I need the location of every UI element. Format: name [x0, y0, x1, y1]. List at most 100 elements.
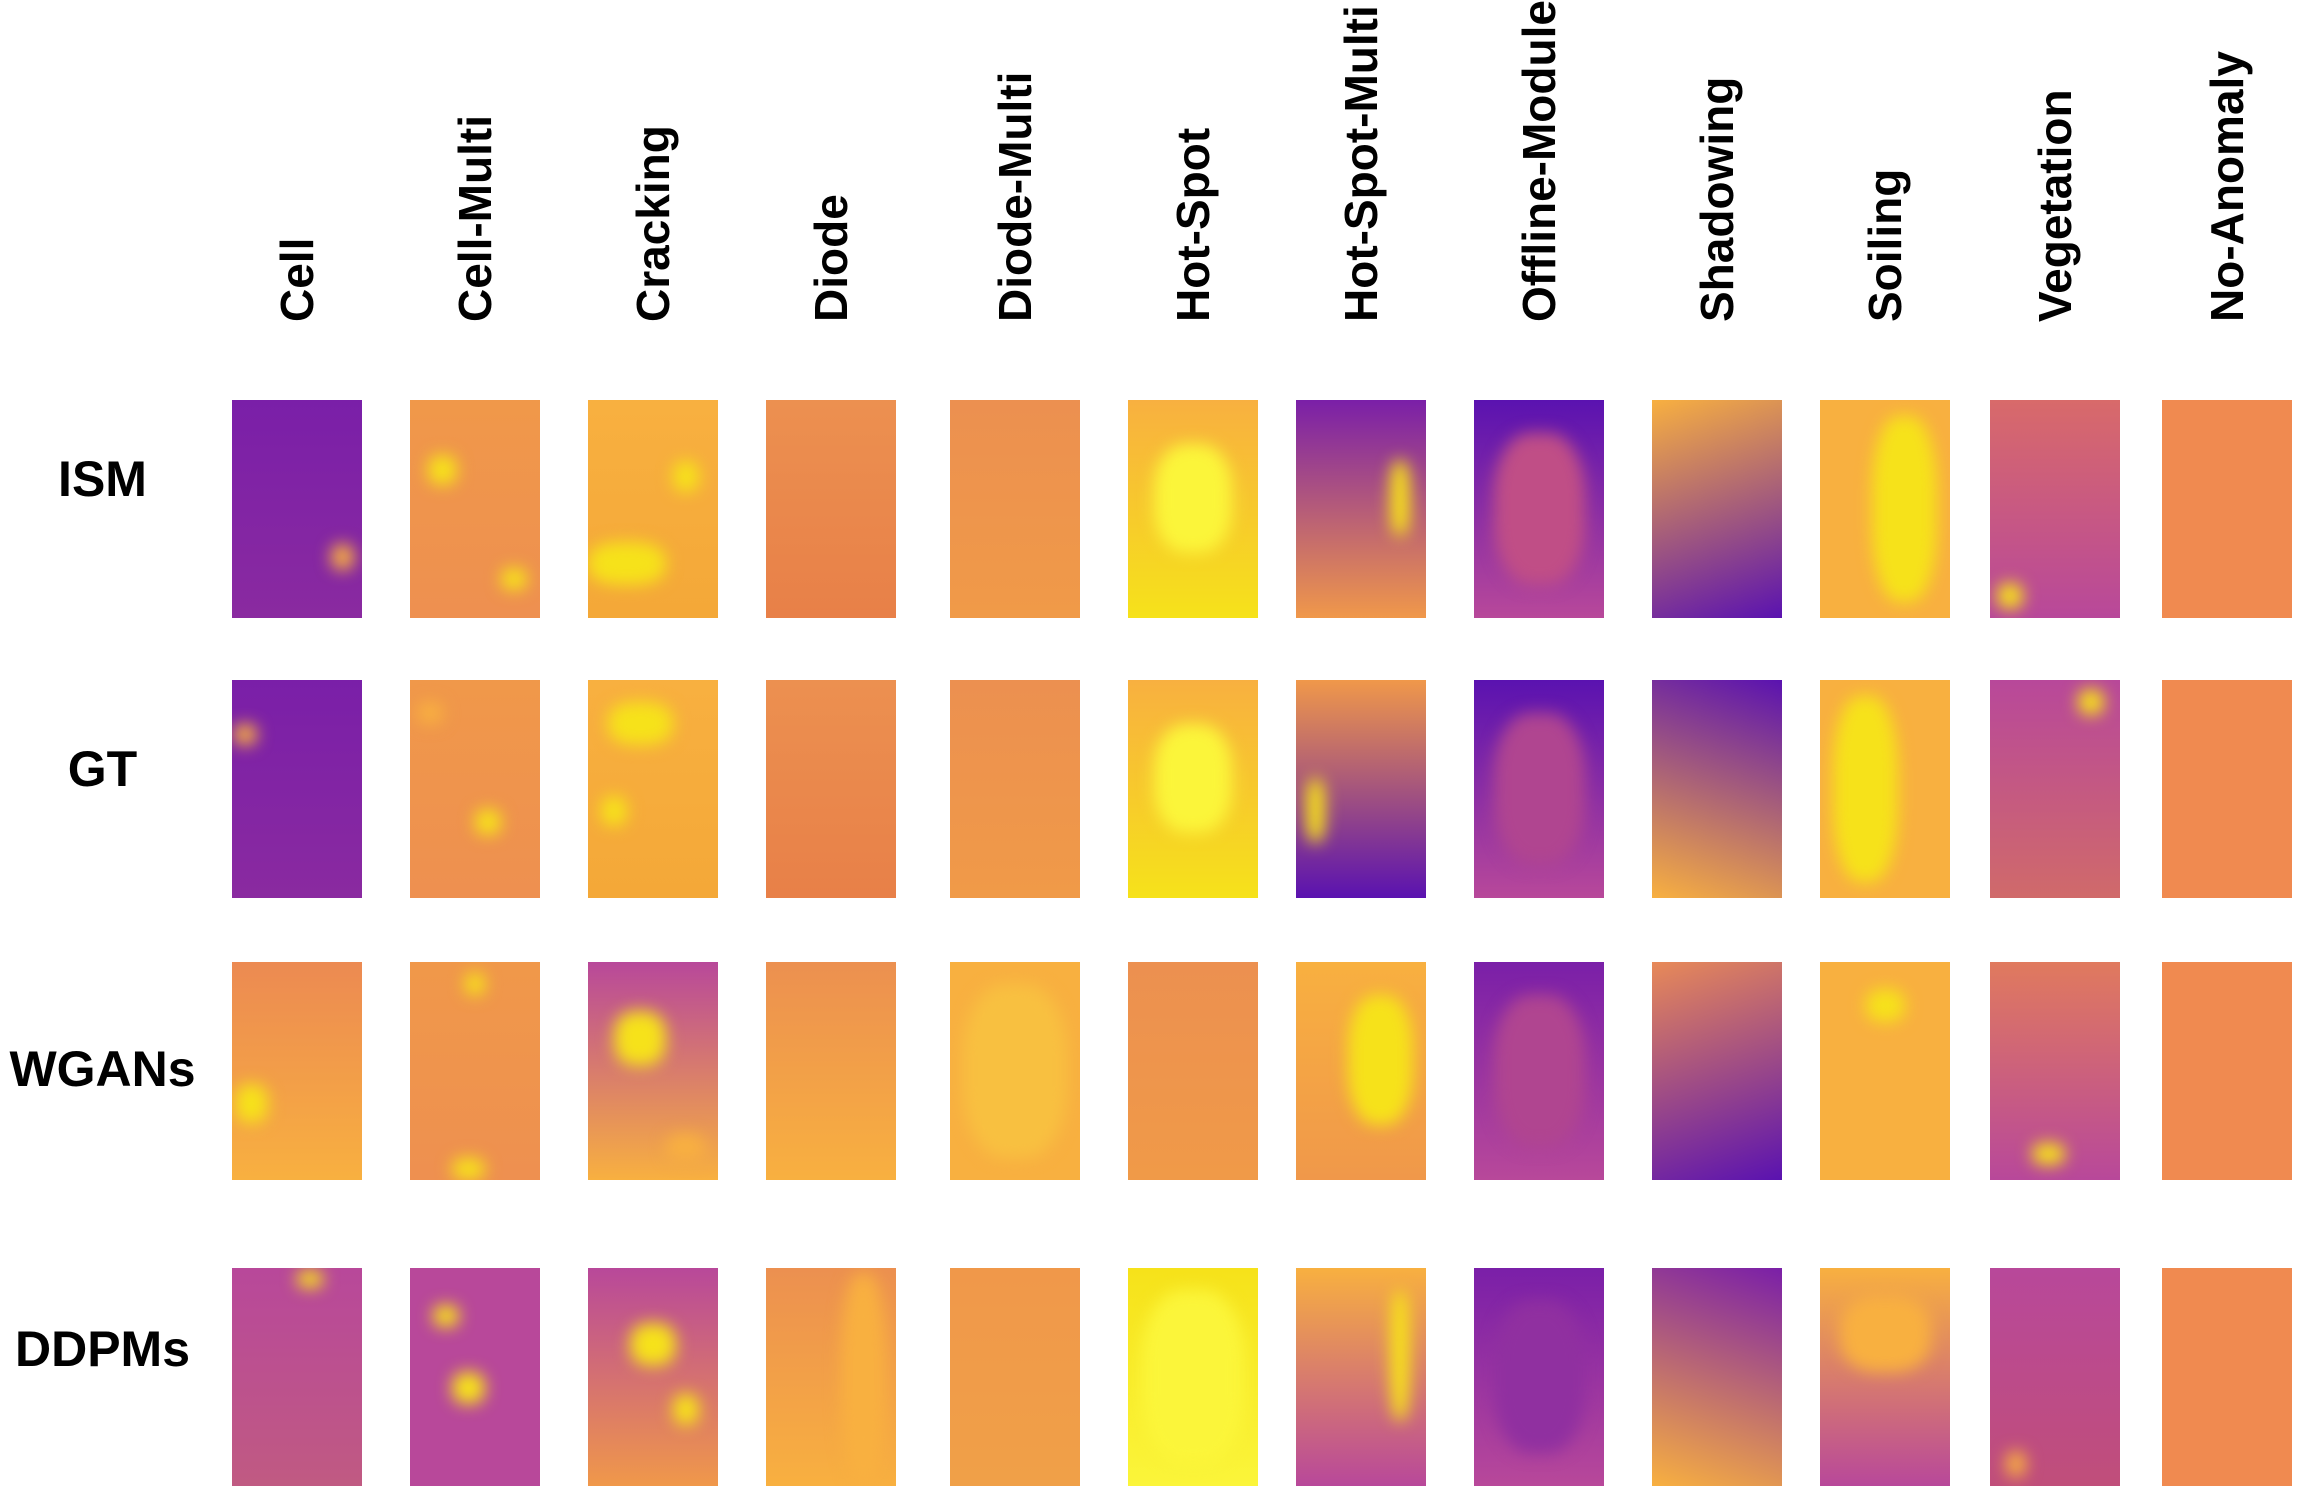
- thermal-image-gt-vegetation: [1990, 680, 2120, 898]
- column-label-vegetation: Vegetation: [2025, 0, 2085, 380]
- column-label-soiling: Soiling: [1855, 0, 1915, 380]
- column-label-hot-spot-multi: Hot-Spot-Multi: [1331, 0, 1391, 380]
- thermal-image-ism-cell-multi: [410, 400, 540, 618]
- hotspot-mark: [630, 1322, 676, 1367]
- hotspot-mark: [1305, 778, 1326, 844]
- row-label-ism: ISM: [58, 451, 147, 507]
- thermal-image-ism-hot-spot: [1128, 400, 1258, 618]
- thermal-image-wgans-no-anomaly: [2162, 962, 2292, 1180]
- hotspot-mark: [452, 1158, 485, 1180]
- hotspot-mark: [1154, 723, 1232, 833]
- thermal-image-wgans-diode: [766, 962, 896, 1180]
- thermal-image-ism-shadowing: [1652, 400, 1782, 618]
- hotspot-mark: [1390, 459, 1410, 537]
- hotspot-mark: [1865, 989, 1905, 1022]
- hotspot-mark: [465, 972, 485, 995]
- thermal-image-ddpms-hot-spot-multi: [1296, 1268, 1426, 1486]
- hotspot-mark: [330, 543, 355, 571]
- hotspot-mark: [1493, 994, 1585, 1148]
- thermal-image-gt-offline-module: [1474, 680, 1604, 898]
- thermal-image-ddpms-cell-multi: [410, 1268, 540, 1486]
- hotspot-mark: [601, 795, 627, 827]
- hotspot-mark: [452, 1371, 485, 1405]
- column-label-cracking: Cracking: [623, 0, 683, 380]
- row-label-wgans: WGANs: [9, 1041, 196, 1097]
- hotspot-mark: [1348, 994, 1413, 1126]
- thermal-image-ddpms-hot-spot: [1128, 1268, 1258, 1486]
- thermal-image-ddpms-diode-multi: [950, 1268, 1080, 1486]
- column-label-diode-multi: Diode-Multi: [985, 0, 1045, 380]
- thermal-image-wgans-hot-spot-multi: [1296, 962, 1426, 1180]
- thermal-image-wgans-soiling: [1820, 962, 1950, 1180]
- hotspot-mark: [1141, 1289, 1245, 1465]
- thermal-image-ism-soiling: [1820, 400, 1950, 618]
- thermal-image-wgans-shadowing: [1652, 962, 1782, 1180]
- thermal-image-ism-no-anomaly: [2162, 400, 2292, 618]
- hotspot-mark: [666, 1134, 705, 1161]
- hotspot-mark: [607, 701, 673, 746]
- thermal-image-gt-hot-spot: [1128, 680, 1258, 898]
- column-label-text: Cell-Multi: [449, 115, 501, 322]
- hotspot-mark: [1154, 443, 1232, 553]
- hotspot-mark: [416, 701, 443, 724]
- hotspot-mark: [235, 1084, 268, 1124]
- thermal-image-gt-diode: [766, 680, 896, 898]
- thermal-image-gt-diode-multi: [950, 680, 1080, 898]
- thermal-image-wgans-cell: [232, 962, 362, 1180]
- column-label-text: Hot-Spot: [1167, 127, 1219, 322]
- thermal-image-ism-diode-multi: [950, 400, 1080, 618]
- thermal-image-wgans-cell-multi: [410, 962, 540, 1180]
- hotspot-mark: [1493, 712, 1585, 866]
- column-label-text: No-Anomaly: [2201, 51, 2253, 322]
- thermal-image-gt-hot-spot-multi: [1296, 680, 1426, 898]
- row-label-gt: GT: [67, 741, 138, 797]
- hotspot-mark: [840, 1273, 887, 1481]
- hotspot-mark: [433, 1305, 460, 1327]
- column-label-text: Shadowing: [1691, 76, 1743, 322]
- hotspot-mark: [2078, 688, 2105, 715]
- thermal-image-wgans-hot-spot: [1128, 962, 1258, 1180]
- column-label-hot-spot: Hot-Spot: [1163, 0, 1223, 380]
- thermal-image-ism-cell: [232, 400, 362, 618]
- hotspot-mark: [297, 1270, 323, 1288]
- hotspot-mark: [2032, 1142, 2065, 1165]
- hotspot-mark: [233, 723, 257, 746]
- column-label-text: Cell: [271, 237, 323, 322]
- thermal-image-wgans-offline-module: [1474, 962, 1604, 1180]
- hotspot-mark: [1839, 1295, 1931, 1372]
- column-label-text: Vegetation: [2029, 89, 2081, 322]
- hotspot-mark: [2006, 1451, 2026, 1478]
- column-label-text: Diode-Multi: [989, 71, 1041, 322]
- thermal-image-wgans-vegetation: [1990, 962, 2120, 1180]
- thermal-image-ddpms-no-anomaly: [2162, 1268, 2292, 1486]
- hotspot-mark: [1493, 1300, 1585, 1454]
- column-label-no-anomaly: No-Anomaly: [2197, 0, 2257, 380]
- thermal-image-ddpms-cracking: [588, 1268, 718, 1486]
- hotspot-mark: [1390, 1289, 1410, 1421]
- thermal-image-gt-cracking: [588, 680, 718, 898]
- hotspot-mark: [475, 808, 501, 835]
- thermal-image-wgans-diode-multi: [950, 962, 1080, 1180]
- hotspot-mark: [1872, 416, 1937, 602]
- column-label-text: Soiling: [1859, 168, 1911, 322]
- hotspot-mark: [1996, 583, 2023, 610]
- hotspot-mark: [672, 1394, 699, 1425]
- thermal-image-ism-offline-module: [1474, 400, 1604, 618]
- thermal-image-wgans-cracking: [588, 962, 718, 1180]
- hotspot-mark: [1493, 432, 1585, 586]
- column-label-text: Hot-Spot-Multi: [1335, 5, 1387, 322]
- thermal-image-ddpms-offline-module: [1474, 1268, 1604, 1486]
- thermal-image-ddpms-diode: [766, 1268, 896, 1486]
- thermal-image-ddpms-soiling: [1820, 1268, 1950, 1486]
- thermal-image-ism-cracking: [588, 400, 718, 618]
- column-label-offline-module: Offline-Module: [1509, 0, 1569, 380]
- hotspot-mark: [501, 567, 527, 590]
- column-label-diode: Diode: [801, 0, 861, 380]
- column-label-text: Offline-Module: [1513, 0, 1565, 322]
- thermal-image-gt-shadowing: [1652, 680, 1782, 898]
- column-label-cell: Cell: [267, 0, 327, 380]
- hotspot-mark: [963, 983, 1067, 1159]
- thermal-image-ism-vegetation: [1990, 400, 2120, 618]
- hotspot-mark: [1833, 696, 1898, 882]
- hotspot-mark: [672, 461, 699, 492]
